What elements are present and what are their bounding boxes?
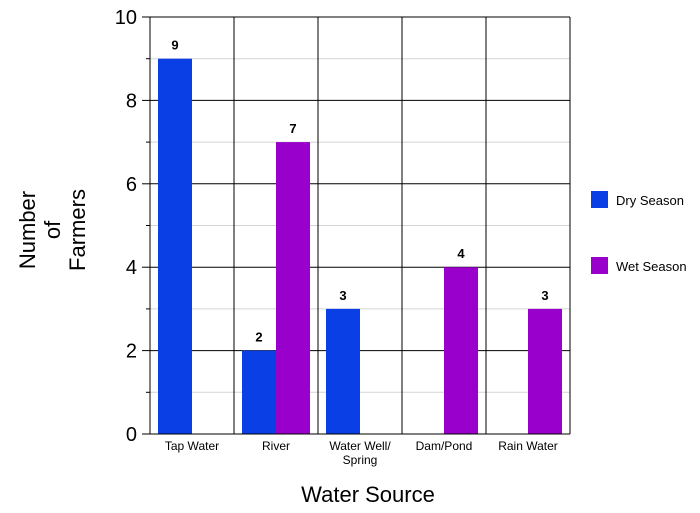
legend: Dry Season Wet Season [591, 191, 687, 274]
y-tick-label: 8 [126, 90, 137, 112]
bar-wet-season [528, 309, 562, 434]
legend-label: Wet Season [616, 259, 687, 274]
x-tick-label: River [262, 439, 290, 453]
bars [158, 59, 562, 434]
data-label: 7 [289, 121, 296, 136]
bar-wet-season [276, 142, 310, 434]
y-tick-label: 6 [126, 174, 137, 196]
y-tick-label: 10 [115, 7, 137, 29]
x-tick-label: Water Well/Spring [329, 439, 391, 467]
x-tick-label: Rain Water [498, 439, 558, 453]
x-axis-title: Water Source [301, 482, 435, 507]
data-label: 4 [457, 246, 465, 261]
data-label: 9 [171, 38, 178, 53]
y-tick-label: 4 [126, 257, 137, 279]
legend-swatch [591, 191, 608, 208]
bar-dry-season [242, 351, 276, 434]
y-axis-title-line: Farmers [65, 189, 90, 271]
legend-swatch [591, 257, 608, 274]
bar-dry-season [326, 309, 360, 434]
y-axis-title-line: of [40, 220, 65, 239]
data-label: 3 [339, 288, 346, 303]
legend-label: Dry Season [616, 193, 684, 208]
y-axis-title-line: Number [15, 191, 40, 269]
data-label: 2 [255, 330, 262, 345]
data-label: 3 [541, 288, 548, 303]
x-tick-label: Tap Water [165, 439, 219, 453]
y-tick-label: 2 [126, 341, 137, 363]
bar-dry-season [158, 59, 192, 434]
bar-wet-season [444, 267, 478, 434]
x-tick-label: Dam/Pond [416, 439, 473, 453]
y-tick-label: 0 [126, 424, 137, 446]
